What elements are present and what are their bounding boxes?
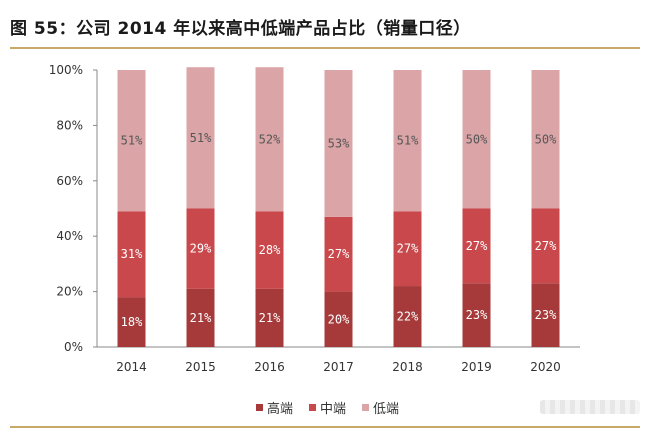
bar-2019-series-0 <box>462 283 491 347</box>
bar-2018-series-2 <box>393 70 422 212</box>
bar-2019-series-1 <box>462 208 491 284</box>
bar-2018-series-1 <box>393 211 422 287</box>
bar-2015-series-1 <box>186 208 215 289</box>
data-label: 21% <box>190 311 212 325</box>
data-label: 51% <box>121 134 143 148</box>
bar-2016-series-0 <box>255 288 284 347</box>
x-axis: 2014 2015 2016 2017 2018 2019 2020 <box>97 346 580 374</box>
data-label: 53% <box>328 136 350 150</box>
x-tick-label: 2016 <box>254 360 285 374</box>
bar-2019-series-2 <box>462 70 491 209</box>
legend-label: 低端 <box>373 402 400 417</box>
data-label: 51% <box>397 134 419 148</box>
data-label: 27% <box>535 239 557 253</box>
chart-title: 图 55：公司 2014 年以来高中低端产品占比（销量口径） <box>10 19 471 39</box>
legend-swatch <box>308 404 316 411</box>
bars: 18%31%51%21%29%51%21%28%52%20%27%53%22%2… <box>117 67 560 347</box>
bar-2020-series-2 <box>531 70 560 209</box>
y-tick-label: 60% <box>56 174 83 188</box>
bar-group-2017: 20% 27% 53% <box>324 70 353 347</box>
y-tick-label: 100% <box>49 63 83 77</box>
bar-2017-series-0 <box>324 291 353 347</box>
y-tick-label: 80% <box>56 118 83 132</box>
data-label: 28% <box>259 243 281 257</box>
data-label: 22% <box>397 310 419 324</box>
data-label: 50% <box>535 132 557 146</box>
x-tick-label: 2019 <box>461 360 492 374</box>
bar-group-2018: 22% 27% 51% <box>393 70 422 347</box>
title-divider <box>10 47 640 49</box>
data-label: 27% <box>328 247 350 261</box>
bar-2020-series-0 <box>531 283 560 347</box>
data-label: 20% <box>328 312 350 326</box>
bar-2014-series-0 <box>117 297 146 347</box>
y-axis: 0% 20% 40% 60% 80% 100% <box>49 63 98 354</box>
bar-2018-series-0 <box>393 286 422 347</box>
bar-group-2020: 23% 27% 50% <box>531 70 560 347</box>
y-tick-label: 20% <box>56 285 83 299</box>
legend-item: 中端 <box>308 398 346 417</box>
x-tick-label: 2020 <box>530 360 561 374</box>
legend: 高端 中端 低端 <box>0 398 655 417</box>
bar-group-2015: 21% 29% 51% <box>186 67 215 347</box>
bar-2014-series-1 <box>117 211 146 298</box>
y-tick-label: 0% <box>64 340 83 354</box>
data-label: 50% <box>466 132 488 146</box>
x-tick-label: 2015 <box>185 360 216 374</box>
bar-2016-series-2 <box>255 67 284 212</box>
bar-group-2019: 23% 27% 50% <box>462 70 491 347</box>
data-label: 23% <box>466 308 488 322</box>
bar-2014-series-2 <box>117 70 146 212</box>
x-tick-label: 2014 <box>116 360 147 374</box>
bar-group-2014: 18% 31% 51% <box>117 70 146 347</box>
data-label: 51% <box>190 131 212 145</box>
data-label: 23% <box>535 308 557 322</box>
x-tick-label: 2017 <box>323 360 354 374</box>
legend-swatch <box>255 404 263 411</box>
data-label: 27% <box>397 242 419 256</box>
legend-label: 中端 <box>319 402 346 417</box>
watermark <box>540 400 640 414</box>
data-label: 52% <box>259 132 281 146</box>
bar-2017-series-1 <box>324 216 353 292</box>
data-label: 31% <box>121 247 143 261</box>
x-tick-label: 2018 <box>392 360 423 374</box>
legend-swatch <box>362 404 369 411</box>
data-label: 27% <box>466 239 488 253</box>
bar-2016-series-1 <box>255 211 284 289</box>
bar-2015-series-2 <box>186 67 215 209</box>
legend-label: 高端 <box>266 402 293 417</box>
legend-item: 高端 <box>255 398 293 417</box>
data-label: 21% <box>259 311 281 325</box>
bar-2020-series-1 <box>531 208 560 284</box>
bar-group-2016: 21% 28% 52% <box>255 67 284 347</box>
bar-2015-series-0 <box>186 288 215 347</box>
bottom-divider <box>10 426 640 428</box>
data-label: 18% <box>121 315 143 329</box>
data-label: 29% <box>190 242 212 256</box>
bar-2017-series-2 <box>324 70 353 217</box>
legend-item: 低端 <box>362 398 399 417</box>
y-tick-label: 40% <box>56 229 83 243</box>
